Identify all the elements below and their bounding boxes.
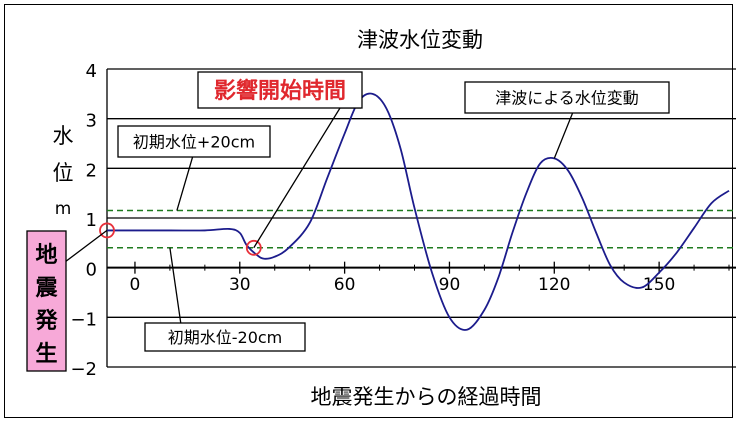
y-tick-label: −1 [70,309,97,330]
y-axis-label-1: 水 [53,124,74,148]
earthquake-label-char: 地 [35,243,57,268]
upper-threshold-label-box [117,125,271,158]
upper-callout-leader [176,150,226,211]
y-tick-label: 1 [86,210,97,231]
upper-threshold-label: 初期水位+20cm [133,132,255,151]
earthquake-label-char: 震 [35,276,58,301]
impact-start-label: 影響開始時間 [214,78,346,104]
tsunami-change-label: 津波による水位変動 [495,88,639,107]
lower-threshold-label-box [144,322,306,352]
event-marker [99,222,115,239]
y-axis-label-3: m [55,199,72,219]
series-line [106,92,730,331]
earthquake-box [26,230,67,372]
chart-title: 津波水位変動 [357,28,483,52]
y-axis-label-2: 位 [53,161,74,185]
x-tick-label: 30 [229,275,251,295]
impact-label-box [197,71,363,109]
y-tick-label: 4 [86,61,97,82]
x-tick-label: 120 [538,275,570,295]
x-tick-label: 60 [334,275,356,295]
x-tick-label: 0 [130,275,141,295]
y-tick-label: 3 [86,111,97,132]
y-tick-label: −2 [70,359,97,380]
y-tick-label: 0 [86,260,97,281]
earthquake-label-char: 生 [35,342,57,367]
x-tick-label: 90 [439,275,461,295]
tsunami-change-label-box [464,81,670,114]
event-marker [245,239,262,256]
earthquake-label-char: 発 [34,309,58,334]
lower-threshold-label: 初期水位-20cm [168,328,283,347]
x-axis-label: 地震発生からの経過時間 [311,385,542,409]
x-tick-label: 150 [643,275,675,295]
y-tick-label: 2 [86,160,97,181]
